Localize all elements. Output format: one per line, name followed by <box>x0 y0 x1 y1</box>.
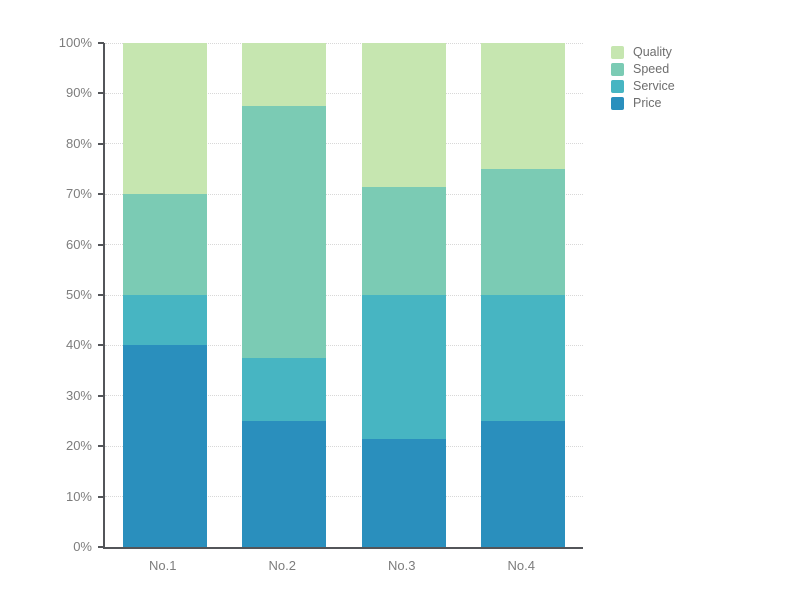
legend-label: Service <box>633 79 675 93</box>
gridline-30 <box>105 395 583 397</box>
y-tick-mark <box>98 394 104 397</box>
bar-column-no4 <box>481 43 566 547</box>
legend-item-service[interactable]: Service <box>611 80 675 93</box>
y-tick-label: 30% <box>65 387 92 403</box>
gridline-100 <box>105 42 583 44</box>
gridline-70 <box>105 193 583 195</box>
legend-swatch-quality <box>611 46 624 59</box>
y-tick-label: 60% <box>65 236 92 252</box>
bar-segment-speed-no4[interactable] <box>481 169 566 295</box>
legend-swatch-price <box>611 97 624 110</box>
gridline-80 <box>105 143 583 145</box>
bar-segment-service-no4[interactable] <box>481 295 566 421</box>
y-tick-mark <box>98 546 104 548</box>
y-tick-mark <box>98 294 104 296</box>
bar-segment-price-no4[interactable] <box>481 421 566 547</box>
bar-segment-price-no2[interactable] <box>242 421 327 547</box>
legend-swatch-speed <box>611 63 624 76</box>
bar-column-no2 <box>242 43 327 547</box>
legend-label: Price <box>633 96 662 110</box>
gridline-20 <box>105 445 583 447</box>
y-tick-mark <box>98 42 104 44</box>
bar-column-no1 <box>122 43 207 547</box>
legend-item-price[interactable]: Price <box>611 97 675 110</box>
legend-label: Speed <box>633 62 670 76</box>
y-tick-mark <box>98 495 104 498</box>
legend-item-speed[interactable]: Speed <box>611 63 675 76</box>
x-tick-label: No.3 <box>388 558 416 573</box>
y-tick-mark <box>98 142 104 145</box>
y-tick-label: 100% <box>58 35 92 50</box>
y-tick-label: 70% <box>65 186 92 202</box>
y-tick-label: 80% <box>65 135 92 151</box>
x-tick-label: No.2 <box>268 558 296 573</box>
bar-segment-service-no1[interactable] <box>122 295 207 346</box>
gridline-40 <box>105 344 583 346</box>
y-tick-label: 10% <box>65 488 92 504</box>
y-tick-label: 0% <box>73 539 92 554</box>
plot-area <box>103 42 583 549</box>
bar-segment-quality-no3[interactable] <box>361 43 446 188</box>
y-tick-mark <box>98 193 104 196</box>
y-tick-label: 90% <box>65 85 92 101</box>
legend-swatch-service <box>611 80 624 93</box>
bar-segment-service-no3[interactable] <box>361 295 446 440</box>
y-tick-mark <box>98 92 104 95</box>
bar-segment-service-no2[interactable] <box>242 358 327 421</box>
y-tick-mark <box>98 243 104 246</box>
legend-label: Quality <box>633 45 672 59</box>
x-tick-label: No.1 <box>149 558 177 573</box>
gridline-10 <box>105 496 583 498</box>
y-tick-label: 20% <box>65 438 92 454</box>
bar-segment-quality-no4[interactable] <box>481 43 566 169</box>
y-tick-label: 50% <box>65 287 92 302</box>
bar-segment-price-no3[interactable] <box>361 439 446 547</box>
gridline-90 <box>105 92 583 94</box>
bar-segment-quality-no2[interactable] <box>242 43 327 106</box>
y-tick-mark <box>98 344 104 347</box>
bar-segment-speed-no3[interactable] <box>361 187 446 295</box>
x-tick-label: No.4 <box>507 558 535 573</box>
bar-segment-speed-no1[interactable] <box>122 194 207 295</box>
bar-segment-price-no1[interactable] <box>122 345 207 547</box>
y-tick-label: 40% <box>65 337 92 353</box>
y-tick-mark <box>98 445 104 448</box>
legend-item-quality[interactable]: Quality <box>611 46 675 59</box>
legend: Quality Speed Service Price <box>611 46 675 110</box>
bar-segment-quality-no1[interactable] <box>122 43 207 195</box>
bar-column-no3 <box>361 43 446 547</box>
bar-segment-speed-no2[interactable] <box>242 106 327 358</box>
gridline-60 <box>105 244 583 246</box>
gridline-50 <box>105 294 583 296</box>
